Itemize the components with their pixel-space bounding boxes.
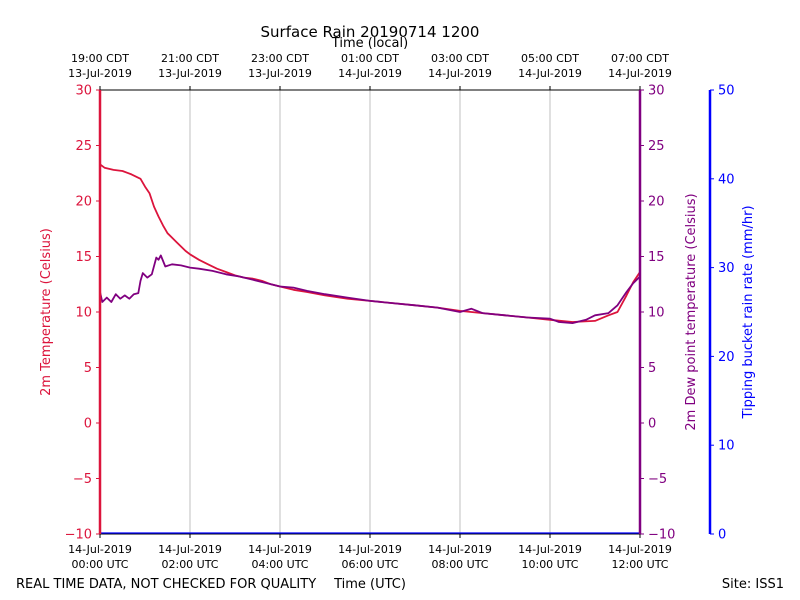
- top-tick-date: 13-Jul-2019: [68, 67, 132, 80]
- bottom-tick-date: 14-Jul-2019: [608, 543, 672, 556]
- bottom-axis-label: Time (UTC): [333, 577, 406, 592]
- top-tick-date: 14-Jul-2019: [338, 67, 402, 80]
- bottom-tick-time: 06:00 UTC: [341, 558, 398, 571]
- top-tick-date: 13-Jul-2019: [158, 67, 222, 80]
- left-tick-label: −10: [65, 528, 92, 543]
- footer-site-label: Site: ISS1: [722, 577, 784, 592]
- gridlines: [189, 90, 551, 534]
- rain-tick-label: 10: [718, 439, 735, 454]
- left-tick-label: 0: [84, 417, 92, 432]
- left-tick-label: 25: [75, 139, 92, 154]
- bottom-tick-time: 04:00 UTC: [251, 558, 308, 571]
- left-tick-label: 20: [75, 195, 92, 210]
- right-tick-label: 30: [648, 84, 665, 99]
- bottom-tick-time: 02:00 UTC: [161, 558, 218, 571]
- right-tick-label: 25: [648, 139, 665, 154]
- rain-tick-label: 20: [718, 350, 735, 365]
- right-tick-label: 5: [648, 361, 656, 376]
- left-tick-label: 5: [84, 361, 92, 376]
- chart-title: Surface Rain 20190714 1200: [261, 23, 480, 41]
- left-tick-label: 10: [75, 306, 92, 321]
- top-tick-time: 21:00 CDT: [161, 52, 219, 65]
- bottom-tick-date: 14-Jul-2019: [68, 543, 132, 556]
- bottom-tick-date: 14-Jul-2019: [518, 543, 582, 556]
- right-tick-label: 20: [648, 195, 665, 210]
- rain-tick-label: 0: [718, 528, 726, 543]
- top-tick-time: 01:00 CDT: [341, 52, 399, 65]
- top-tick-time: 05:00 CDT: [521, 52, 579, 65]
- bottom-tick-date: 14-Jul-2019: [338, 543, 402, 556]
- top-tick-date: 14-Jul-2019: [608, 67, 672, 80]
- top-tick-date: 13-Jul-2019: [248, 67, 312, 80]
- right-axis-label: 2m Dew point temperature (Celsius): [684, 193, 699, 430]
- top-tick-time: 19:00 CDT: [71, 52, 129, 65]
- dewpoint-line: [99, 254, 641, 325]
- left-axis-label: 2m Temperature (Celsius): [39, 228, 54, 396]
- top-tick-date: 14-Jul-2019: [518, 67, 582, 80]
- bottom-tick-date: 14-Jul-2019: [158, 543, 222, 556]
- top-tick-time: 23:00 CDT: [251, 52, 309, 65]
- rain-tick-label: 30: [718, 261, 735, 276]
- rain-axis-label: Tipping bucket rain rate (mm/hr): [741, 205, 756, 419]
- bottom-tick-time: 12:00 UTC: [611, 558, 668, 571]
- right-tick-label: −5: [648, 472, 667, 487]
- bottom-tick-date: 14-Jul-2019: [428, 543, 492, 556]
- bottom-tick-time: 08:00 UTC: [431, 558, 488, 571]
- footer-quality-note: REAL TIME DATA, NOT CHECKED FOR QUALITY: [16, 577, 316, 592]
- right-tick-label: 0: [648, 417, 656, 432]
- right-tick-label: 15: [648, 250, 665, 265]
- bottom-tick-time: 00:00 UTC: [71, 558, 128, 571]
- bottom-tick-date: 14-Jul-2019: [248, 543, 312, 556]
- right-tick-label: 10: [648, 306, 665, 321]
- top-tick-date: 14-Jul-2019: [428, 67, 492, 80]
- rain-tick-label: 40: [718, 172, 735, 187]
- left-tick-label: 30: [75, 84, 92, 99]
- top-tick-time: 03:00 CDT: [431, 52, 489, 65]
- top-tick-time: 07:00 CDT: [611, 52, 669, 65]
- series-lines: [99, 163, 641, 325]
- tick-labels: 302520151050−5−10302520151050−5−10504030…: [65, 52, 735, 571]
- rain-tick-label: 50: [718, 84, 735, 99]
- left-tick-label: 15: [75, 250, 92, 265]
- right-tick-label: −10: [648, 528, 675, 543]
- left-tick-label: −5: [73, 472, 92, 487]
- bottom-tick-time: 10:00 UTC: [521, 558, 578, 571]
- top-axis-label: Time (local): [331, 36, 408, 51]
